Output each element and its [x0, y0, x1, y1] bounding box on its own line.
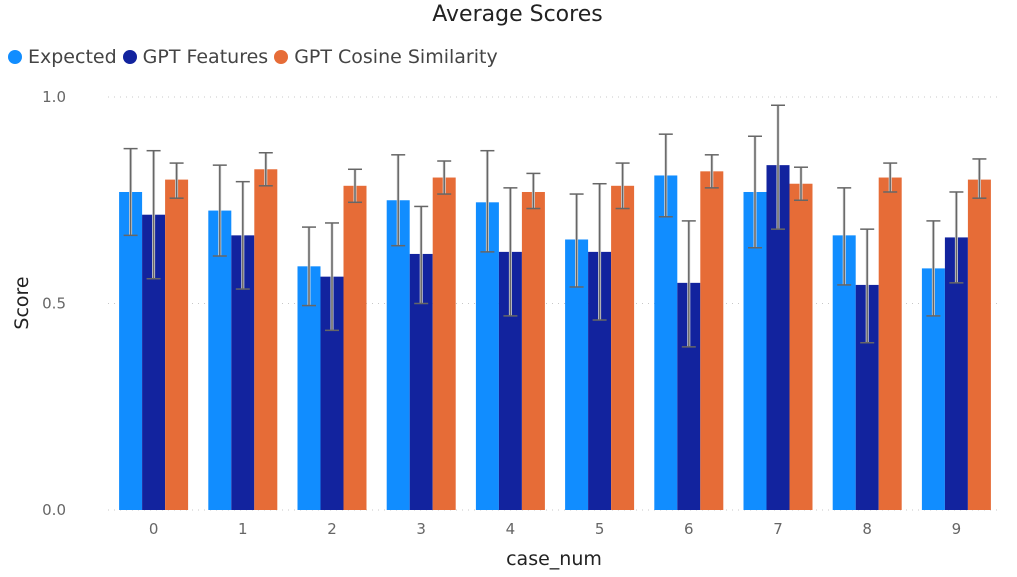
bar [119, 191, 143, 511]
bar [475, 202, 499, 510]
x-axis-title: case_num [506, 548, 602, 570]
x-tick-label: 5 [595, 520, 605, 538]
chart-title: Average Scores [432, 2, 603, 27]
bar [142, 214, 166, 510]
bar [921, 268, 945, 510]
bar [588, 251, 612, 510]
legend-swatch-gpt-features [122, 50, 137, 64]
bar [297, 266, 321, 510]
x-tick-label: 6 [684, 520, 694, 538]
chart-legend: Expected GPT Features GPT Cosine Similar… [8, 46, 504, 68]
x-tick-label: 7 [773, 520, 783, 538]
bar [944, 237, 968, 511]
bar [254, 169, 278, 510]
bar [967, 179, 991, 510]
legend-swatch-gpt-cosine-similarity [274, 50, 289, 64]
bar [677, 282, 701, 510]
bar [789, 183, 813, 511]
legend-item-gpt-features[interactable]: GPT Features [122, 46, 269, 68]
x-tick-label: 3 [416, 520, 426, 538]
bar [855, 284, 879, 510]
legend-label-gpt-cosine-similarity: GPT Cosine Similarity [294, 46, 498, 68]
bar [521, 191, 545, 511]
bar [409, 253, 433, 510]
bar [565, 239, 589, 511]
x-tick-label: 0 [149, 520, 159, 538]
bar [832, 235, 856, 511]
bar [386, 200, 410, 510]
y-axis-title: Score [11, 276, 33, 329]
legend-label-expected: Expected [28, 46, 117, 68]
bar [878, 177, 902, 510]
y-tick-label: 1.0 [42, 88, 66, 106]
x-tick-label: 9 [952, 520, 962, 538]
bar [208, 210, 232, 510]
bar [231, 235, 255, 511]
bar [432, 177, 456, 510]
bar [165, 179, 189, 510]
legend-swatch-expected [8, 50, 22, 64]
bar [743, 191, 767, 511]
bar [343, 185, 367, 511]
x-tick-label: 1 [238, 520, 248, 538]
bar [611, 185, 635, 511]
legend-item-gpt-cosine-similarity[interactable]: GPT Cosine Similarity [274, 46, 498, 68]
y-tick-label: 0.0 [42, 501, 66, 519]
bar [766, 165, 790, 510]
x-tick-label: 8 [862, 520, 872, 538]
bar [700, 171, 724, 510]
y-tick-label: 0.5 [42, 295, 66, 313]
x-tick-label: 2 [327, 520, 337, 538]
bar [654, 175, 678, 510]
legend-item-expected[interactable]: Expected [8, 46, 117, 68]
x-tick-label: 4 [506, 520, 516, 538]
legend-label-gpt-features: GPT Features [142, 46, 269, 68]
bar [320, 276, 344, 510]
